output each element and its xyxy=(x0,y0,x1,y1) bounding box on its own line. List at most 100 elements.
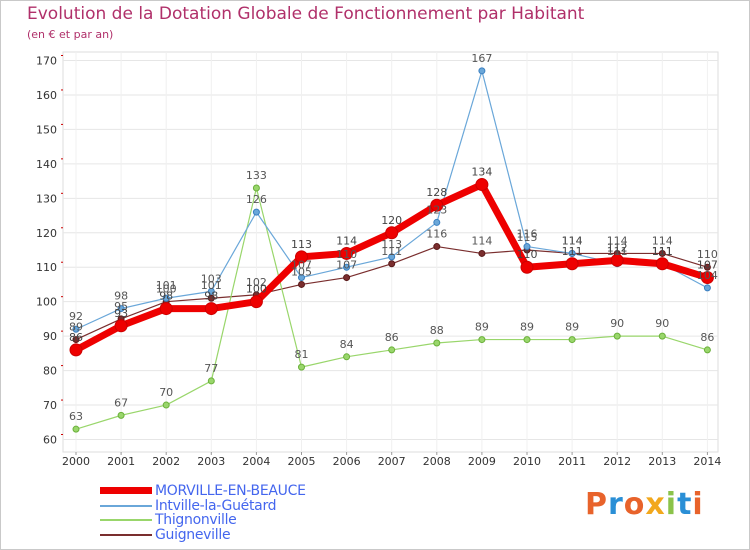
data-label: 89 xyxy=(69,321,83,334)
x-tick-label: 2002 xyxy=(152,455,180,468)
y-tick-label: 140 xyxy=(36,158,57,171)
data-label: 110 xyxy=(517,248,538,261)
y-tick-label: 170 xyxy=(36,55,57,68)
data-label: 114 xyxy=(562,234,583,247)
legend-label-thignonville: Thignonville xyxy=(155,512,237,528)
data-point xyxy=(207,294,215,302)
plot-area xyxy=(62,51,719,453)
data-point xyxy=(568,336,576,344)
data-label: 77 xyxy=(204,362,218,375)
data-point xyxy=(298,280,305,288)
x-tick-label: 2014 xyxy=(693,455,721,468)
x-tick-label: 2008 xyxy=(423,455,451,468)
data-point xyxy=(159,302,173,316)
data-label: 111 xyxy=(652,245,673,258)
data-point xyxy=(700,271,714,285)
data-label: 111 xyxy=(607,245,628,258)
y-tick-label: 160 xyxy=(36,89,57,102)
data-point xyxy=(298,274,305,282)
y-tick-label: 80 xyxy=(43,365,57,378)
data-label: 123 xyxy=(426,203,447,216)
x-tick-label: 2000 xyxy=(62,455,90,468)
data-point xyxy=(388,260,396,268)
data-label: 70 xyxy=(159,386,173,399)
proxiti-logo: Proxiti xyxy=(585,487,704,522)
data-label: 89 xyxy=(565,321,579,334)
data-label: 93 xyxy=(114,307,128,320)
legend-swatch-guigneville xyxy=(100,533,152,536)
data-point xyxy=(703,263,711,271)
data-point xyxy=(433,243,441,251)
data-point xyxy=(523,243,531,251)
logo-letter: r xyxy=(608,487,624,522)
data-point xyxy=(295,250,308,264)
logo-letter: i xyxy=(665,487,678,522)
data-label: 110 xyxy=(336,248,357,261)
data-label: 98 xyxy=(204,290,218,303)
legend-label-morville: MORVILLE-EN-BEAUCE xyxy=(155,483,306,499)
x-tick-label: 2007 xyxy=(378,455,406,468)
data-point xyxy=(430,198,444,212)
data-label: 128 xyxy=(426,186,447,199)
y-tick-label: 130 xyxy=(36,192,57,205)
data-label: 167 xyxy=(471,52,492,65)
x-tick-label: 2012 xyxy=(603,455,631,468)
legend-label-guigneville: Guigneville xyxy=(155,526,231,543)
data-label: 116 xyxy=(517,228,538,241)
data-label: 67 xyxy=(114,396,128,409)
data-label: 115 xyxy=(517,231,538,244)
y-tick-label: 70 xyxy=(43,399,57,412)
data-label: 134 xyxy=(471,166,492,179)
data-label: 116 xyxy=(426,228,447,241)
x-tick-label: 2004 xyxy=(242,455,270,468)
data-point xyxy=(117,305,125,313)
y-tick-label: 90 xyxy=(43,330,57,343)
data-point xyxy=(298,363,305,371)
data-point xyxy=(385,226,399,240)
data-label: 101 xyxy=(156,279,177,292)
data-point xyxy=(658,332,666,340)
data-label: 114 xyxy=(652,234,673,247)
chart-title: Evolution de la Dotation Globale de Fonc… xyxy=(27,4,585,24)
data-label: 88 xyxy=(430,324,444,337)
logo-letter: x xyxy=(645,487,666,522)
data-point xyxy=(478,67,486,75)
data-label: 89 xyxy=(520,321,534,334)
data-label: 100 xyxy=(156,283,177,296)
y-tick-label: 120 xyxy=(36,227,57,240)
data-label: 98 xyxy=(114,290,128,303)
data-point xyxy=(433,339,441,347)
data-point xyxy=(343,274,351,282)
data-point xyxy=(433,218,441,226)
data-label: 113 xyxy=(291,238,312,251)
data-point xyxy=(69,343,83,357)
data-point xyxy=(523,336,531,344)
data-label: 110 xyxy=(697,248,718,261)
data-label: 120 xyxy=(381,214,402,227)
data-label: 86 xyxy=(385,331,399,344)
data-point xyxy=(204,302,218,316)
data-point xyxy=(72,325,80,333)
data-point xyxy=(252,184,260,192)
legend-label-intville: Intville-la-Guétard xyxy=(155,497,277,514)
data-point xyxy=(343,263,351,271)
x-tick-label: 2009 xyxy=(468,455,496,468)
data-label: 111 xyxy=(652,245,673,258)
data-label: 102 xyxy=(246,276,267,289)
data-point xyxy=(249,295,263,309)
x-tick-label: 2011 xyxy=(558,455,586,468)
data-label: 95 xyxy=(114,300,128,313)
x-tick-label: 2010 xyxy=(513,455,541,468)
data-point xyxy=(162,401,170,409)
x-tick-label: 2001 xyxy=(107,455,135,468)
data-label: 103 xyxy=(201,272,222,285)
data-point xyxy=(478,249,486,257)
data-label: 100 xyxy=(246,283,267,296)
data-label: 111 xyxy=(562,245,583,258)
data-label: 92 xyxy=(69,310,83,323)
x-tick-label: 2006 xyxy=(333,455,361,468)
data-label: 63 xyxy=(69,410,83,423)
data-label: 101 xyxy=(201,279,222,292)
data-label: 107 xyxy=(697,259,718,272)
